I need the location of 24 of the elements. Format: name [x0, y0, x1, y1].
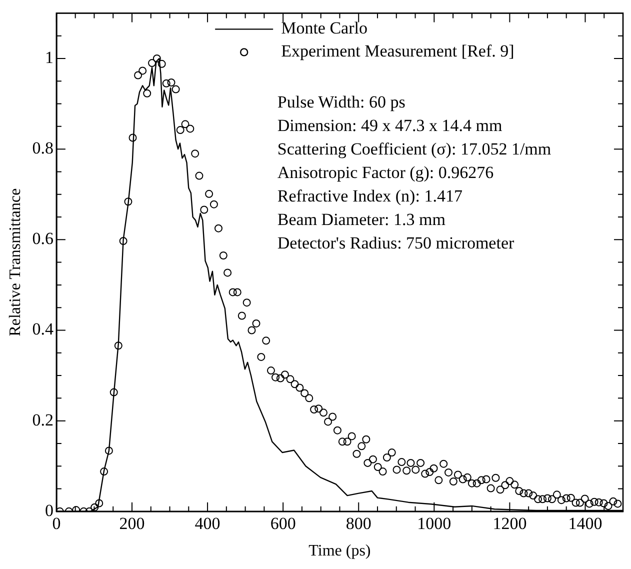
annotation: Scattering Coefficient (σ): 17.052 1/mm: [277, 140, 552, 159]
y-tick-label: 0: [44, 500, 54, 520]
annotation: Dimension: 49 x 47.3 x 14.4 mm: [277, 116, 502, 136]
legend-label: Monte Carlo: [281, 18, 368, 38]
x-tick-label: 1000: [417, 514, 452, 534]
legend-label: Experiment Measurement [Ref. 9]: [281, 42, 514, 61]
x-tick-label: 1400: [568, 514, 602, 534]
annotation: Anisotropic Factor (g): 0.96276: [277, 163, 494, 182]
x-axis-title: Time (ps): [308, 542, 371, 560]
x-tick-label: 800: [346, 514, 372, 534]
annotation: Refractive Index (n): 1.417: [277, 186, 463, 206]
y-tick-label: 1: [44, 48, 54, 67]
annotation: Detector's Radius: 750 micrometer: [277, 234, 514, 253]
x-tick-label: 400: [194, 514, 220, 534]
y-tick-label: 0.4: [32, 320, 54, 339]
x-tick-label: 1200: [492, 514, 527, 534]
y-tick-label: 0.8: [32, 138, 54, 158]
annotation: Beam Diameter: 1.3 mm: [277, 210, 446, 230]
y-axis-title: Relative Transmittance: [6, 188, 24, 336]
x-tick-label: 200: [119, 514, 145, 534]
y-tick-label: 0.6: [32, 229, 54, 248]
x-tick-label: 600: [270, 514, 296, 534]
annotation: Pulse Width: 60 ps: [277, 92, 406, 112]
y-tick-label: 0.2: [32, 410, 54, 430]
